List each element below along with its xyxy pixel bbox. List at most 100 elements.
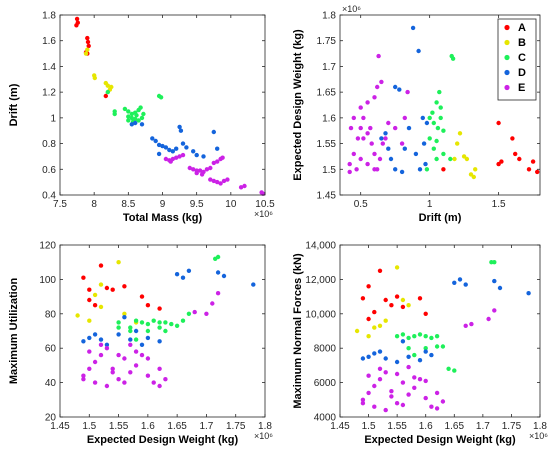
y-tick-label: 1.75 — [317, 36, 337, 47]
point-series-C — [126, 114, 131, 119]
point-series-B — [471, 174, 476, 180]
point-series-D — [410, 25, 416, 31]
point-series-C — [122, 106, 128, 112]
point-series-E — [81, 373, 86, 378]
point-series-B — [354, 328, 360, 334]
point-series-D — [186, 268, 192, 273]
point-series-B — [105, 83, 111, 88]
point-series-E — [354, 167, 359, 172]
point-series-E — [192, 309, 197, 315]
point-series-C — [116, 325, 121, 330]
point-series-B — [85, 47, 90, 52]
point-series-D — [417, 358, 423, 363]
point-series-E — [400, 402, 406, 408]
x-tick-label: 1.8 — [533, 421, 547, 432]
y-tick-label: 14,000 — [305, 241, 336, 252]
point-series-E — [360, 401, 366, 406]
point-series-D — [388, 156, 394, 162]
point-series-C — [163, 320, 168, 325]
point-series-C — [129, 111, 134, 117]
point-series-E — [372, 404, 377, 409]
x-tick-label: 7.5 — [53, 199, 67, 210]
point-series-C — [434, 156, 439, 162]
point-series-E — [372, 383, 377, 389]
point-series-E — [157, 383, 162, 389]
point-series-A — [85, 35, 90, 41]
point-series-C — [145, 328, 151, 334]
point-series-E — [163, 377, 168, 382]
point-series-E — [423, 378, 428, 384]
point-series-C — [186, 311, 192, 316]
point-series-E — [412, 385, 417, 390]
point-series-E — [145, 356, 151, 361]
legend-box — [497, 18, 537, 101]
point-series-A — [499, 159, 504, 164]
x-tick-label: 1.5 — [492, 199, 506, 210]
point-series-D — [174, 146, 179, 151]
point-series-C — [423, 334, 428, 339]
point-series-A — [513, 151, 518, 157]
point-series-D — [180, 275, 186, 280]
point-series-A — [92, 303, 98, 308]
point-series-E — [360, 397, 366, 402]
point-series-C — [437, 89, 442, 95]
point-series-E — [383, 370, 388, 375]
point-series-D — [457, 277, 463, 282]
point-series-A — [510, 136, 515, 141]
point-series-D — [201, 154, 206, 159]
data-points — [347, 25, 540, 180]
y-axis-label: Drift (m) — [8, 83, 20, 126]
point-series-E — [242, 183, 247, 189]
point-series-C — [128, 328, 133, 334]
point-series-D — [98, 337, 104, 342]
point-series-E — [347, 161, 352, 167]
point-series-A — [103, 93, 109, 99]
point-series-E — [98, 342, 104, 347]
point-series-C — [400, 332, 406, 337]
point-series-E — [372, 167, 377, 172]
point-series-C — [435, 125, 441, 131]
point-series-A — [530, 159, 536, 164]
point-series-E — [204, 167, 210, 172]
point-series-D — [191, 149, 196, 154]
point-series-C — [133, 337, 139, 342]
point-series-D — [160, 143, 165, 149]
point-series-A — [496, 120, 501, 126]
x-tick-label: 8.5 — [121, 199, 135, 210]
point-series-C — [406, 335, 411, 341]
point-series-E — [220, 155, 225, 160]
point-series-C — [434, 100, 439, 105]
point-series-C — [129, 115, 134, 121]
point-series-E — [98, 352, 104, 358]
point-series-E — [412, 375, 417, 380]
x-tick-label: 8 — [91, 199, 97, 210]
legend-label-D: D — [518, 67, 526, 79]
point-series-D — [420, 115, 425, 121]
point-series-B — [394, 265, 400, 270]
point-series-C — [446, 366, 451, 371]
point-series-E — [423, 395, 428, 401]
point-series-C — [112, 111, 117, 117]
point-series-B — [461, 154, 467, 159]
point-series-E — [366, 373, 371, 378]
point-series-E — [92, 380, 98, 385]
y-axis-label: Expected Design Weight (kg) — [292, 29, 304, 181]
point-series-D — [128, 337, 133, 342]
point-series-A — [74, 16, 80, 22]
x-tick-label: 1.55 — [387, 421, 407, 432]
point-series-E — [372, 151, 377, 157]
point-series-A — [81, 275, 86, 280]
point-series-E — [377, 366, 383, 371]
point-series-D — [400, 339, 406, 344]
point-series-E — [174, 155, 179, 160]
point-series-E — [211, 160, 216, 166]
point-series-E — [215, 291, 221, 296]
point-series-E — [208, 165, 213, 171]
point-series-B — [468, 172, 474, 177]
y-tick-label: 1 — [50, 113, 56, 124]
point-series-D — [221, 273, 227, 279]
point-series-E — [377, 377, 383, 382]
legend-label-A: A — [518, 22, 526, 34]
